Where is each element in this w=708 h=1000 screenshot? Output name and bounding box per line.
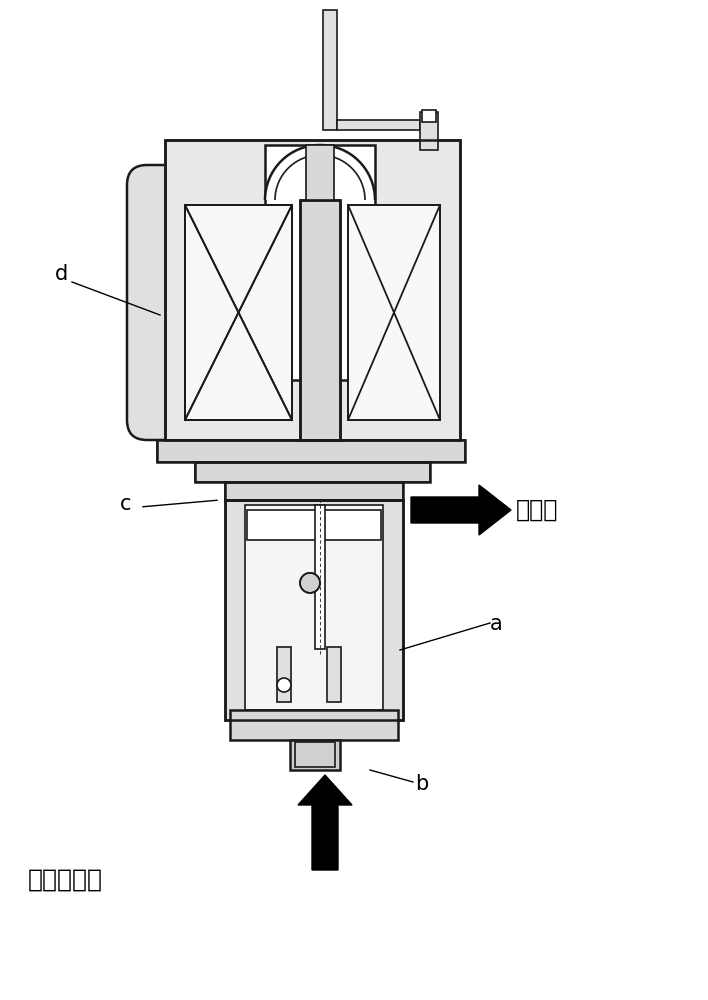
Bar (300, 200, 340, 440)
Bar (165, 140, 460, 440)
Bar (247, 510, 381, 540)
Bar (323, 10, 337, 130)
Bar (315, 505, 325, 648)
Bar (290, 740, 340, 770)
Bar (225, 500, 403, 720)
Bar (185, 205, 292, 420)
Bar (295, 742, 335, 767)
Bar (165, 140, 460, 440)
Bar (225, 500, 403, 720)
Bar (225, 482, 403, 500)
Bar (348, 205, 440, 420)
Text: c: c (120, 494, 132, 514)
Text: b: b (415, 774, 428, 794)
Bar (348, 205, 440, 420)
Bar (300, 200, 340, 440)
Bar (230, 710, 398, 740)
Bar (195, 462, 430, 482)
Bar (245, 505, 383, 710)
Circle shape (277, 678, 291, 692)
Bar (195, 462, 430, 482)
Bar (306, 145, 334, 200)
Bar (327, 647, 341, 702)
Text: a: a (490, 614, 503, 634)
Bar (157, 440, 465, 462)
Bar (185, 205, 292, 420)
Text: 第一先导室: 第一先导室 (28, 868, 103, 892)
Bar (157, 440, 465, 462)
Bar (277, 647, 291, 702)
Bar (420, 112, 438, 150)
FancyBboxPatch shape (127, 165, 312, 440)
Bar (337, 120, 420, 130)
Bar (185, 205, 292, 420)
Bar (225, 482, 403, 500)
Text: d: d (55, 264, 68, 284)
Text: 贼存器: 贼存器 (516, 498, 559, 522)
FancyArrow shape (298, 775, 352, 870)
Bar (300, 573, 320, 593)
Wedge shape (265, 145, 375, 200)
Bar (265, 145, 375, 380)
Bar (185, 205, 292, 420)
FancyArrow shape (411, 485, 511, 535)
Circle shape (300, 573, 320, 593)
Bar (422, 110, 436, 122)
